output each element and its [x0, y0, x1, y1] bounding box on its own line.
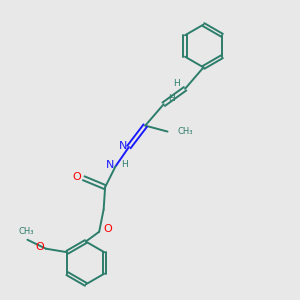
- Text: CH₃: CH₃: [178, 127, 194, 136]
- Text: H: H: [173, 79, 180, 88]
- Text: O: O: [73, 172, 82, 182]
- Text: H: H: [169, 94, 176, 103]
- Text: N: N: [106, 160, 114, 170]
- Text: N: N: [119, 140, 128, 151]
- Text: O: O: [35, 242, 44, 252]
- Text: H: H: [121, 160, 128, 169]
- Text: O: O: [103, 224, 112, 234]
- Text: CH₃: CH₃: [18, 227, 34, 236]
